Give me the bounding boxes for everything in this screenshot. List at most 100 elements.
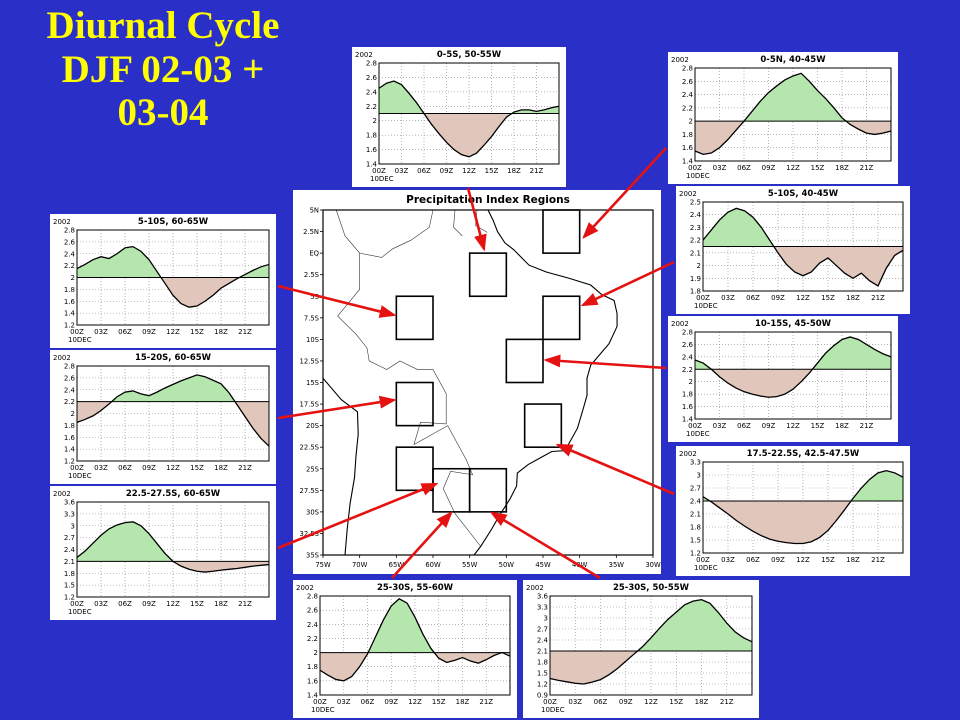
svg-text:2: 2 (314, 649, 318, 657)
svg-text:12Z: 12Z (644, 698, 658, 706)
svg-text:2.6: 2.6 (307, 607, 319, 615)
svg-text:10DEC: 10DEC (541, 706, 565, 714)
above-mean-fill (744, 73, 847, 122)
svg-text:03Z: 03Z (721, 294, 735, 302)
svg-text:2002: 2002 (679, 450, 697, 458)
svg-text:2.4: 2.4 (690, 211, 702, 219)
svg-text:0-5N, 40-45W: 0-5N, 40-45W (760, 55, 826, 65)
svg-text:09Z: 09Z (619, 698, 633, 706)
svg-text:45W: 45W (535, 561, 551, 569)
svg-text:2.2: 2.2 (366, 103, 377, 111)
svg-text:40W: 40W (572, 561, 588, 569)
title-line-1: Diurnal Cycle (46, 4, 280, 47)
svg-text:18Z: 18Z (214, 464, 228, 472)
region-box-10-15S-45-50W (505, 338, 544, 384)
svg-text:09Z: 09Z (142, 600, 156, 608)
svg-text:2.1: 2.1 (537, 648, 548, 656)
svg-text:25-30S, 55-60W: 25-30S, 55-60W (377, 583, 454, 593)
svg-text:18Z: 18Z (507, 167, 521, 175)
svg-text:09Z: 09Z (142, 328, 156, 336)
svg-text:00Z: 00Z (70, 600, 84, 608)
svg-text:2.2: 2.2 (682, 104, 693, 112)
svg-text:1.6: 1.6 (64, 434, 76, 442)
svg-text:25-30S, 50-55W: 25-30S, 50-55W (613, 583, 690, 593)
svg-text:00Z: 00Z (70, 464, 84, 472)
diurnal-chart-22.5-27.5S-60-65W: 1.2 1.5 1.8 2.1 2.4 2.7 3 3.3 3.6 00Z 03Z 06Z 09Z 12Z… (50, 486, 276, 620)
svg-text:1.8: 1.8 (64, 422, 75, 430)
svg-text:06Z: 06Z (737, 422, 751, 430)
diurnal-cycle-plot: 1.4 1.6 1.8 2 2.2 2.4 2.6 2.8 00Z 03Z 06Z 09Z 12Z 15Z… (671, 55, 892, 180)
svg-text:5N: 5N (310, 207, 319, 215)
country-border (335, 209, 447, 445)
svg-text:2002: 2002 (355, 51, 373, 59)
diurnal-chart-10-15S-45-50W: 1.4 1.6 1.8 2 2.2 2.4 2.6 2.8 00Z 03Z 06Z 09Z 12Z 15Z… (668, 316, 898, 442)
svg-text:2.4: 2.4 (64, 546, 76, 554)
svg-text:2.5N: 2.5N (303, 228, 319, 236)
svg-text:2.4: 2.4 (690, 498, 702, 506)
svg-text:2.8: 2.8 (64, 227, 75, 235)
svg-text:1.6: 1.6 (307, 677, 319, 685)
svg-text:2.1: 2.1 (64, 558, 75, 566)
svg-text:1.6: 1.6 (682, 144, 694, 152)
svg-text:1.8: 1.8 (307, 663, 318, 671)
svg-text:12Z: 12Z (796, 556, 810, 564)
svg-text:12Z: 12Z (786, 164, 800, 172)
svg-text:21Z: 21Z (871, 294, 885, 302)
title-line-2: DJF 02-03 + (61, 47, 265, 91)
svg-text:1.5: 1.5 (64, 582, 75, 590)
svg-text:09Z: 09Z (771, 556, 785, 564)
svg-text:2.4: 2.4 (537, 637, 549, 645)
svg-text:18Z: 18Z (846, 556, 860, 564)
svg-text:2.8: 2.8 (64, 363, 75, 371)
svg-text:21Z: 21Z (720, 698, 734, 706)
svg-text:1.8: 1.8 (537, 659, 548, 667)
svg-text:5-10S, 60-65W: 5-10S, 60-65W (138, 217, 209, 227)
svg-text:10DEC: 10DEC (686, 430, 710, 438)
precipitation-index-map: Precipitation Index Regions 5N 2.5N EQ 2.5S 5… (293, 190, 661, 574)
svg-text:1.4: 1.4 (682, 158, 694, 166)
country-border (475, 209, 488, 233)
svg-text:00Z: 00Z (688, 422, 702, 430)
svg-text:2.7: 2.7 (537, 626, 548, 634)
svg-text:03Z: 03Z (721, 556, 735, 564)
svg-text:2.8: 2.8 (682, 329, 693, 337)
svg-text:3: 3 (697, 472, 701, 480)
svg-text:10DEC: 10DEC (311, 706, 335, 714)
svg-text:1.4: 1.4 (682, 416, 694, 424)
svg-text:00Z: 00Z (696, 294, 710, 302)
diurnal-chart-17.5-22.5S-42.5-47.5W: 1.2 1.5 1.8 2.1 2.4 2.7 3 3.3 00Z 03Z 06Z 09Z 12Z 15Z… (676, 446, 910, 576)
svg-text:21Z: 21Z (238, 328, 252, 336)
svg-text:2.6: 2.6 (64, 238, 76, 246)
svg-text:1.8: 1.8 (682, 391, 693, 399)
svg-text:18Z: 18Z (456, 698, 470, 706)
svg-text:06Z: 06Z (746, 294, 760, 302)
svg-text:21Z: 21Z (530, 167, 544, 175)
svg-text:12Z: 12Z (786, 422, 800, 430)
diurnal-chart-0-5S-50-55W: 1.4 1.6 1.8 2 2.2 2.4 2.6 2.8 00Z 03Z 06Z 09Z 12Z 15Z… (352, 47, 566, 187)
svg-text:2: 2 (71, 274, 75, 282)
svg-text:10DEC: 10DEC (694, 302, 718, 310)
svg-text:2.8: 2.8 (682, 65, 693, 73)
svg-text:21Z: 21Z (479, 698, 493, 706)
region-box-25-30S-50-55W (468, 467, 508, 513)
svg-text:00Z: 00Z (543, 698, 557, 706)
diurnal-cycle-plot: 1.8 1.9 2 2.1 2.2 2.3 2.4 2.5 00Z 03Z 06Z 09Z 12Z 15Z… (679, 189, 904, 310)
svg-text:03Z: 03Z (713, 422, 727, 430)
svg-text:Precipitation Index Regions: Precipitation Index Regions (406, 194, 570, 206)
country-border (359, 209, 434, 258)
country-border (453, 209, 463, 237)
diurnal-curve (702, 469, 904, 545)
svg-text:06Z: 06Z (746, 556, 760, 564)
svg-text:17.5S: 17.5S (300, 401, 319, 409)
diurnal-curve (694, 336, 892, 398)
svg-text:2002: 2002 (53, 354, 71, 362)
region-box-17.5-22.5S-42.5-47.5W (523, 403, 563, 448)
svg-text:32.5S: 32.5S (300, 530, 319, 538)
svg-text:22.5-27.5S, 60-65W: 22.5-27.5S, 60-65W (126, 489, 221, 499)
south-america-map: Precipitation Index Regions 5N 2.5N EQ 2.5S 5… (300, 194, 661, 569)
svg-text:10DEC: 10DEC (694, 564, 718, 572)
below-mean-fill (77, 277, 269, 308)
svg-text:03Z: 03Z (337, 698, 351, 706)
svg-text:2002: 2002 (671, 56, 689, 64)
